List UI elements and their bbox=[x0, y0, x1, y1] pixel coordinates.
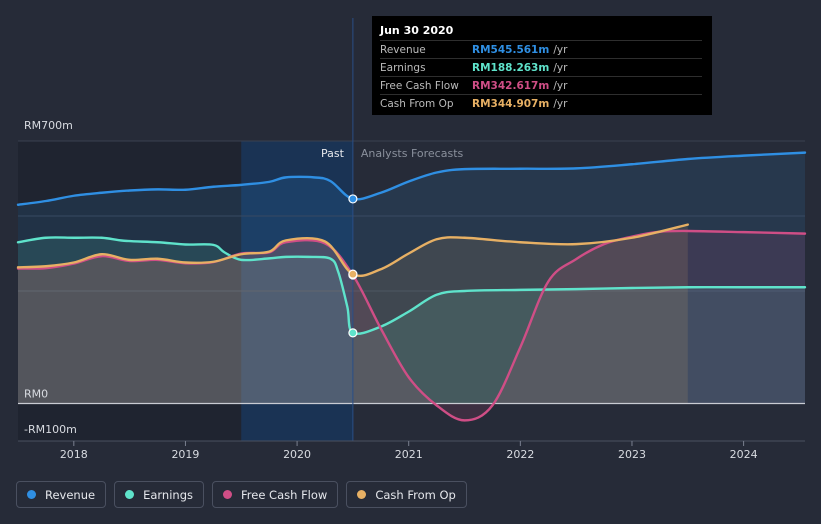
revenue-marker bbox=[348, 194, 358, 204]
x-tick-label: 2018 bbox=[60, 448, 88, 461]
tooltip-panel: Jun 30 2020 Revenue RM545.561m /yr Earni… bbox=[372, 16, 712, 115]
tooltip-label: Free Cash Flow bbox=[380, 79, 459, 92]
legend-label: Earnings bbox=[143, 487, 193, 502]
tooltip-unit: /yr bbox=[553, 61, 568, 74]
free-cash-flow-area bbox=[18, 230, 805, 421]
tooltip-row-revenue: Revenue RM545.561m /yr bbox=[380, 40, 702, 58]
legend-item-free-cash-flow[interactable]: Free Cash Flow bbox=[212, 481, 339, 508]
legend-label: Cash From Op bbox=[375, 487, 456, 502]
tooltip-unit: /yr bbox=[553, 79, 568, 92]
tooltip-unit: /yr bbox=[553, 43, 568, 56]
x-tick-label: 2024 bbox=[730, 448, 758, 461]
revenue-line bbox=[16, 151, 807, 206]
legend-label: Free Cash Flow bbox=[241, 487, 328, 502]
legend-dot-icon bbox=[223, 490, 232, 499]
legend-dot-icon bbox=[357, 490, 367, 499]
legend-item-cash-from-op[interactable]: Cash From Op bbox=[346, 481, 467, 508]
tooltip-label: Cash From Op bbox=[380, 97, 454, 110]
x-tick-label: 2020 bbox=[283, 448, 311, 461]
tooltip-row-free-cash-flow: Free Cash Flow RM342.617m /yr bbox=[380, 76, 702, 94]
tooltip-label: Earnings bbox=[380, 61, 426, 74]
earnings-marker bbox=[348, 328, 358, 338]
tooltip-value: RM545.561m bbox=[472, 43, 550, 56]
past-label: Past bbox=[321, 147, 345, 160]
legend-label: Revenue bbox=[45, 487, 96, 502]
y-tick-label: RM700m bbox=[24, 119, 73, 132]
legend-dot-icon bbox=[125, 490, 135, 499]
y-tick-label: RM0 bbox=[24, 388, 48, 401]
tooltip-value: RM344.907m bbox=[472, 97, 550, 110]
tooltip-date: Jun 30 2020 bbox=[380, 24, 454, 37]
revenue-area bbox=[18, 152, 805, 404]
x-tick-label: 2019 bbox=[171, 448, 199, 461]
x-tick-label: 2021 bbox=[395, 448, 423, 461]
chart-legend: Revenue Earnings Free Cash Flow Cash Fro… bbox=[16, 481, 467, 508]
legend-item-earnings[interactable]: Earnings bbox=[114, 481, 204, 508]
x-tick-label: 2022 bbox=[506, 448, 534, 461]
tooltip-unit: /yr bbox=[553, 97, 568, 110]
tooltip-row-earnings: Earnings RM188.263m /yr bbox=[380, 58, 702, 76]
tooltip-label: Revenue bbox=[380, 43, 426, 56]
legend-item-revenue[interactable]: Revenue bbox=[16, 481, 107, 508]
earnings-area bbox=[18, 237, 805, 404]
x-tick-label: 2023 bbox=[618, 448, 646, 461]
tooltip-row-cash-from-op: Cash From Op RM344.907m /yr bbox=[380, 94, 702, 112]
y-tick-label: -RM100m bbox=[24, 423, 77, 436]
tooltip-value: RM342.617m bbox=[472, 79, 550, 92]
tooltip-value: RM188.263m bbox=[472, 61, 550, 74]
cash-from-op-marker bbox=[348, 269, 358, 279]
earnings-line bbox=[16, 236, 807, 336]
legend-dot-icon bbox=[27, 490, 36, 499]
cash-from-op-line bbox=[16, 223, 689, 278]
forecast-label: Analysts Forecasts bbox=[361, 147, 464, 160]
